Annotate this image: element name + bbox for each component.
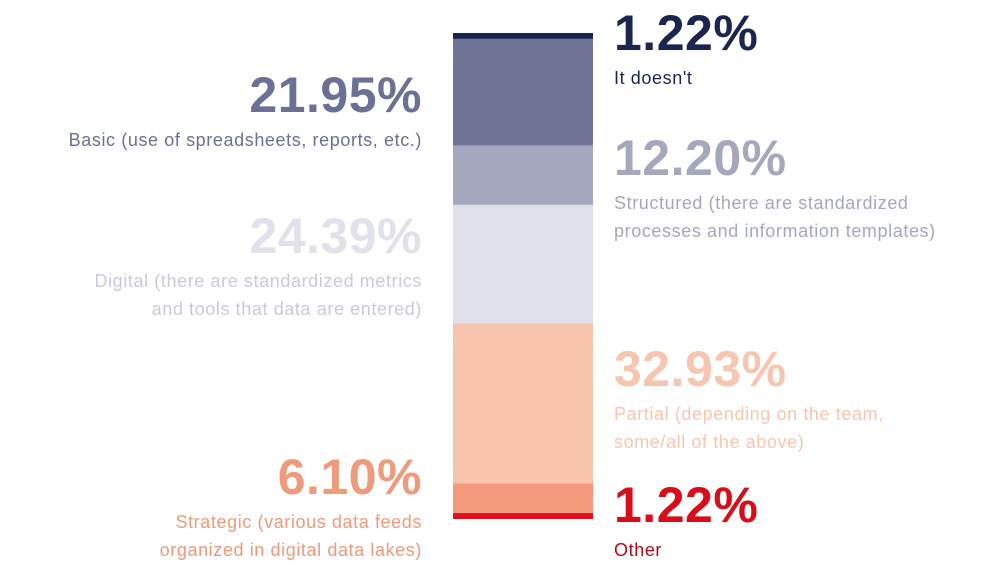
- segment-label: 1.22% It doesn't: [614, 8, 994, 92]
- legend-entry: Digital (there are standardized metrics …: [94, 271, 422, 319]
- value-label: 1.22%: [614, 5, 759, 61]
- bar-segment: [453, 204, 593, 324]
- value-label: 21.95%: [249, 67, 422, 123]
- bar-segment: [453, 483, 593, 514]
- segment-label: 6.10% Strategic (various data feeds organ…: [102, 452, 422, 564]
- bar-segment: [453, 323, 593, 484]
- legend-entry: Other: [614, 540, 663, 560]
- value-label: 6.10%: [277, 449, 422, 505]
- bar-segment: [453, 145, 593, 205]
- segment-label: 32.93% Partial (depending on the team, so…: [614, 344, 944, 456]
- legend-entry: Structured (there are standardized proce…: [614, 193, 936, 241]
- bar-segment: [453, 38, 593, 146]
- segment-label: 1.22% Other: [614, 480, 994, 564]
- value-label: 12.20%: [614, 130, 787, 186]
- value-label: 1.22%: [614, 477, 759, 533]
- value-label: 32.93%: [614, 341, 787, 397]
- legend-entry: Strategic (various data feeds organized …: [159, 512, 422, 560]
- bar-segment: [453, 33, 593, 39]
- segment-label: 21.95% Basic (use of spreadsheets, report…: [2, 70, 422, 154]
- segment-label: 24.39% Digital (there are standardized me…: [72, 211, 422, 323]
- bar-segment: [453, 513, 593, 519]
- legend-entry: It doesn't: [614, 68, 693, 88]
- legend-entry: Basic (use of spreadsheets, reports, etc…: [68, 130, 422, 150]
- value-label: 24.39%: [249, 208, 422, 264]
- legend-entry: Partial (depending on the team, some/all…: [614, 404, 884, 452]
- segment-label: 12.20% Structured (there are standardized…: [614, 133, 984, 245]
